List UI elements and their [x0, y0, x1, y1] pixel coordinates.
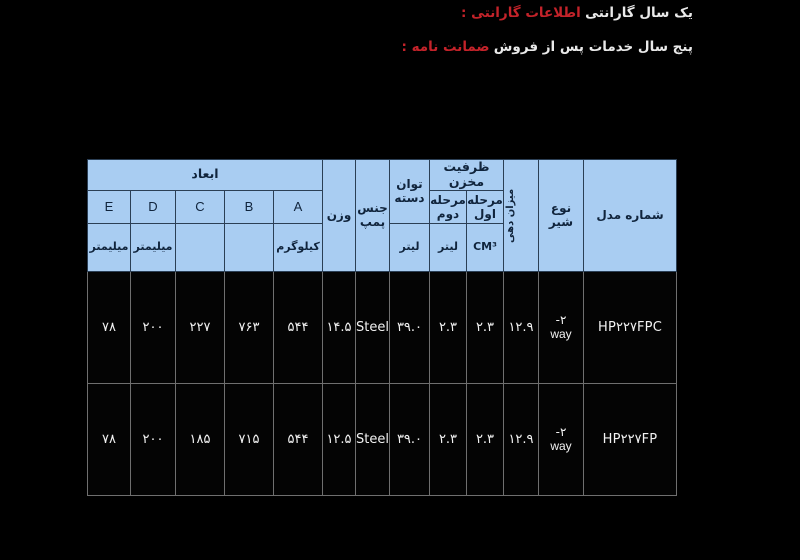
unit-handle-power: کیلوگرم: [273, 222, 323, 272]
unit-stage-one: لیتر: [429, 222, 467, 272]
cell-flow-rate: ۱۲.۹: [503, 382, 539, 497]
cell-flow-rate: ۱۲.۹: [503, 270, 539, 384]
cell-valve-type: ۲- way: [538, 270, 584, 384]
cell-dim-d: ۲۰۰: [130, 382, 176, 497]
cell-dim-a: ۵۴۴: [273, 270, 323, 384]
valve-number: ۲-: [555, 312, 567, 327]
col-group-dimensions: ابعاد: [86, 159, 324, 191]
col-group-tank-capacity: ظرفیت مخزن: [429, 159, 504, 191]
warranty-info-block: یک سال گارانتی اطلاعات گارانتی : پنج سال…: [62, 5, 702, 73]
cell-weight: ۱۲.۵: [322, 382, 356, 497]
col-header-stage-two: مرحله دوم: [429, 189, 467, 224]
table-body: HP۲۲۷FPC ۲- way ۱۲.۹ ۲.۳ ۲.۳ ۳۹.۰ Steel …: [86, 270, 677, 497]
cell-dim-d: ۲۰۰: [130, 270, 176, 384]
warranty-service-label: ضمانت نامه :: [401, 38, 490, 55]
unit-dim-a: میلیمتر: [130, 222, 176, 272]
cell-dim-e: ۷۸: [86, 270, 132, 384]
spec-table-container: شماره مدل نوع شیر میزان دهی ظرفیت مخزن ت…: [86, 159, 677, 497]
cell-dim-b: ۷۶۳: [224, 270, 274, 384]
col-header-dim-b: B: [224, 189, 274, 224]
cell-model-number: HP۲۲۷FP: [583, 382, 677, 497]
cell-handle-power: ۳۹.۰: [389, 382, 430, 497]
cell-dim-c: ۲۲۷: [175, 270, 225, 384]
col-header-dim-a: A: [273, 189, 323, 224]
flow-rate-label: میزان دهی: [505, 188, 517, 243]
cell-stage-one: ۲.۳: [466, 382, 504, 497]
col-header-dim-e: E: [86, 189, 132, 224]
valve-number: ۲-: [555, 425, 567, 440]
valve-type-word1: نوع شیر: [548, 201, 574, 230]
warranty-line-service: پنج سال خدمات پس از فروش ضمانت نامه :: [62, 38, 702, 56]
cell-handle-power: ۳۹.۰: [389, 270, 430, 384]
table-row: HP۲۲۷FP ۲- way ۱۲.۹ ۲.۳ ۲.۳ ۳۹.۰ Steel ۱…: [86, 382, 677, 497]
cell-dim-c: ۱۸۵: [175, 382, 225, 497]
cell-weight: ۱۴.۵: [322, 270, 356, 384]
cell-model-number: HP۲۲۷FPC: [583, 270, 677, 384]
unit-flow-rate: CM³: [466, 222, 504, 272]
col-header-handle-power: توان دسته: [389, 159, 430, 224]
valve-way: way: [550, 439, 572, 454]
col-header-dim-d: D: [130, 189, 176, 224]
header-row-subcolumns: مرحله اول مرحله دوم A B C D E: [86, 189, 676, 224]
table-row: HP۲۲۷FPC ۲- way ۱۲.۹ ۲.۳ ۲.۳ ۳۹.۰ Steel …: [86, 270, 677, 384]
col-header-valve-type: نوع شیر: [538, 159, 584, 272]
col-header-weight: وزن: [322, 159, 356, 272]
cell-pump-material: Steel: [355, 382, 390, 497]
cell-pump-material: Steel: [355, 270, 390, 384]
header-row-groups: شماره مدل نوع شیر میزان دهی ظرفیت مخزن ت…: [86, 159, 677, 272]
unit-dim-b: میلیمتر: [86, 222, 132, 272]
col-header-pump-material: جنس پمپ: [355, 159, 390, 272]
specification-table: شماره مدل نوع شیر میزان دهی ظرفیت مخزن ت…: [86, 159, 677, 497]
warranty-line-guarantee: یک سال گارانتی اطلاعات گارانتی :: [62, 5, 702, 22]
warranty-service-value: پنج سال خدمات پس از فروش: [493, 38, 693, 55]
unit-weight: [175, 222, 225, 272]
cell-dim-e: ۷۸: [86, 382, 132, 497]
table-header: شماره مدل نوع شیر میزان دهی ظرفیت مخزن ت…: [86, 159, 677, 272]
col-header-dim-c: C: [175, 189, 225, 224]
col-header-stage-one: مرحله اول: [466, 189, 504, 224]
cell-dim-b: ۷۱۵: [224, 382, 274, 497]
warranty-guarantee-label: اطلاعات گارانتی :: [460, 5, 581, 21]
warranty-guarantee-value: یک سال گارانتی: [585, 5, 693, 21]
unit-pump-material: [224, 222, 274, 272]
cell-stage-two: ۲.۳: [429, 382, 467, 497]
col-header-model-number: شماره مدل: [583, 159, 677, 272]
col-header-flow-rate: میزان دهی: [503, 159, 539, 272]
unit-stage-two: لیتر: [389, 222, 430, 272]
cell-stage-one: ۲.۳: [466, 270, 504, 384]
cell-stage-two: ۲.۳: [429, 270, 467, 384]
cell-dim-a: ۵۴۴: [273, 382, 323, 497]
cell-valve-type: ۲- way: [538, 382, 584, 497]
valve-way: way: [550, 327, 572, 342]
